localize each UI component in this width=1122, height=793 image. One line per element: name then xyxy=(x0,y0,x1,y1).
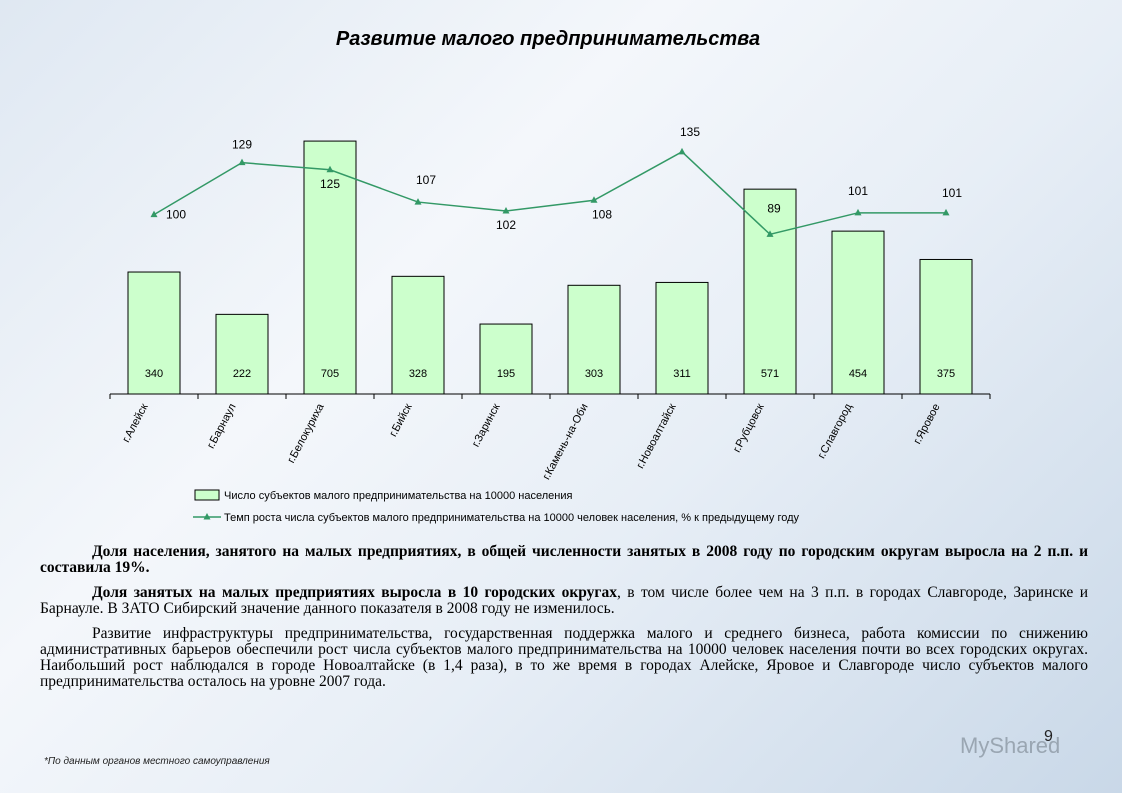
bar xyxy=(831,230,885,395)
bar xyxy=(303,140,357,395)
line xyxy=(153,150,946,236)
line-label: 101 xyxy=(848,184,868,198)
watermark: MyShared xyxy=(960,733,1061,758)
bold-text: Доля населения, занятого на малых предпр… xyxy=(40,543,1088,576)
x-tick-label: г.Славгород xyxy=(816,401,855,460)
bar xyxy=(567,284,621,395)
bar xyxy=(655,281,709,395)
x-tick-label: г.Яровое xyxy=(911,402,942,446)
bar xyxy=(919,258,973,395)
line-marker xyxy=(678,147,686,155)
bar-label: 571 xyxy=(761,368,779,380)
x-tick-label: г.Алейск xyxy=(120,402,150,445)
paragraph: Доля занятых на малых предприятиях вырос… xyxy=(40,585,1088,617)
x-tick-label: г.Новоалтайск xyxy=(634,402,678,471)
line-marker xyxy=(590,196,598,203)
text: Развитие инфраструктуры предпринимательс… xyxy=(40,625,1088,690)
bold-text: Доля занятых на малых предприятиях вырос… xyxy=(92,584,617,601)
paragraph: Развитие инфраструктуры предпринимательс… xyxy=(40,626,1088,690)
bar-label: 454 xyxy=(849,368,867,380)
line-label: 102 xyxy=(496,218,516,232)
line-marker xyxy=(854,208,862,216)
line-label: 129 xyxy=(232,138,252,152)
footnote: *По данным органов местного самоуправлен… xyxy=(44,756,270,767)
legend-label: Число субъектов малого предпринимательст… xyxy=(224,490,572,502)
line-label: 125 xyxy=(320,177,340,191)
line-marker xyxy=(766,230,774,237)
bar-label: 195 xyxy=(497,368,515,380)
legend-marker xyxy=(203,513,211,520)
bar-label: 340 xyxy=(145,368,163,380)
legend-swatch xyxy=(194,489,220,501)
line-label: 100 xyxy=(166,208,186,222)
bar xyxy=(127,271,181,395)
bar-label: 311 xyxy=(673,368,691,380)
line-label: 107 xyxy=(416,173,436,187)
line-label: 108 xyxy=(592,207,612,221)
paragraph: Доля населения, занятого на малых предпр… xyxy=(40,544,1088,576)
x-tick-label: г.Барнаул xyxy=(205,402,239,451)
text-block: Доля населения, занятого на малых предпр… xyxy=(40,544,1088,699)
line-label: 135 xyxy=(680,125,700,139)
text: , в том числе более чем на 3 п.п. в горо… xyxy=(40,584,1088,617)
bar xyxy=(743,188,797,395)
bar-label: 705 xyxy=(321,368,339,380)
line-marker xyxy=(414,198,422,205)
line-label: 101 xyxy=(942,186,962,200)
bar-label: 375 xyxy=(937,368,955,380)
bar xyxy=(215,313,269,395)
bar xyxy=(391,275,445,395)
x-tick-label: г.Рубцовск xyxy=(731,402,767,455)
bar-label: 222 xyxy=(233,368,251,380)
bar-label: 328 xyxy=(409,368,427,380)
line-label: 89 xyxy=(767,201,781,215)
bar-label: 303 xyxy=(585,368,603,380)
chart-title: Развитие малого предпринимательства xyxy=(336,28,760,50)
line-marker xyxy=(502,207,510,214)
line-marker xyxy=(238,158,246,166)
x-tick-label: г.Белокуриха xyxy=(285,401,327,465)
x-tick-label: г.Бийск xyxy=(387,402,414,439)
x-tick-label: г.Заринск xyxy=(470,402,503,449)
legend-label: Темп роста числа субъектов малого предпр… xyxy=(224,512,800,524)
bar xyxy=(479,323,533,395)
page-number: 9 xyxy=(1044,728,1053,745)
x-tick-label: г.Камень-на-Оби xyxy=(540,402,590,482)
line-marker xyxy=(326,165,334,173)
line-marker xyxy=(942,208,950,216)
line-marker xyxy=(150,210,158,218)
